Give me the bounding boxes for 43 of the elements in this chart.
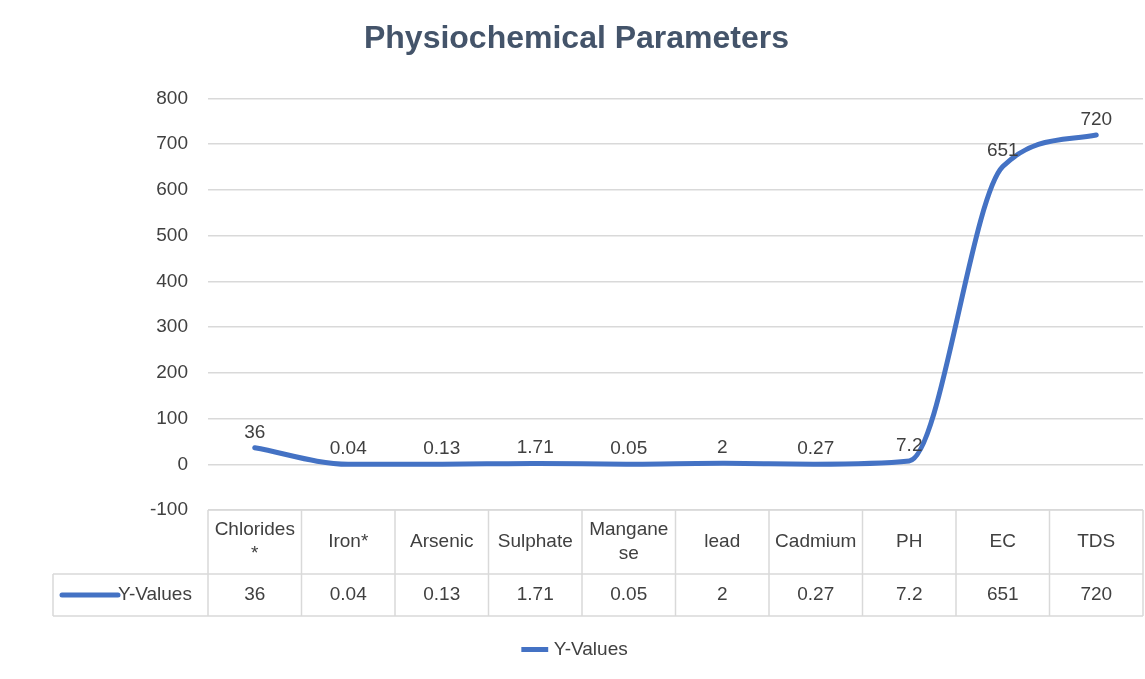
text: 2 — [716, 583, 728, 605]
text: 36 — [244, 583, 266, 605]
x-tick-label: lead — [704, 530, 741, 552]
text: 7.2 — [896, 583, 923, 605]
chart-title: Physiochemical Parameters — [363, 19, 790, 56]
text: 0.05 — [610, 583, 648, 605]
data-label: 36 — [244, 420, 266, 442]
text: Y-Values — [553, 637, 628, 659]
data-label: 0.04 — [329, 436, 368, 458]
x-tick-label: Sulphate — [497, 530, 573, 552]
data-label: 2 — [716, 436, 728, 458]
text: 0.13 — [423, 583, 461, 605]
x-tick-label: Arsenic — [410, 530, 474, 552]
legend-label: Y-Values — [118, 583, 192, 605]
text: 0.04 — [329, 583, 368, 605]
x-tick-label: Cadmium — [775, 530, 857, 552]
y-tick-label: 400 — [156, 269, 188, 291]
x-tick-label: Chlorides* — [214, 518, 295, 564]
text: 651 — [986, 583, 1019, 605]
data-label: 651 — [986, 139, 1019, 161]
text: 720 — [1080, 583, 1113, 605]
y-tick-label: 0 — [177, 452, 188, 474]
y-tick-label: 500 — [156, 223, 188, 245]
y-tick-label: 700 — [156, 132, 188, 154]
x-tick-label: Iron* — [328, 530, 369, 552]
y-tick-label: 800 — [156, 86, 188, 108]
data-label: 0.13 — [423, 436, 461, 458]
data-label: 0.27 — [797, 436, 835, 458]
x-tick-label: TDS — [1077, 530, 1116, 552]
y-tick-label: 200 — [156, 361, 188, 383]
y-tick-label: 600 — [156, 178, 188, 200]
x-tick-label: Manganese — [589, 518, 669, 564]
data-label: 7.2 — [896, 433, 923, 455]
y-tick-label: 100 — [156, 406, 188, 428]
x-tick-label: PH — [896, 530, 923, 552]
y-tick-label: 300 — [156, 315, 188, 337]
text: 0.27 — [797, 583, 835, 605]
data-label: 720 — [1080, 107, 1113, 129]
data-label: 0.05 — [610, 436, 648, 458]
text: 1.71 — [516, 583, 554, 605]
y-tick-label: -100 — [149, 498, 188, 520]
x-tick-label: EC — [989, 530, 1016, 552]
data-label: 1.71 — [516, 436, 554, 458]
